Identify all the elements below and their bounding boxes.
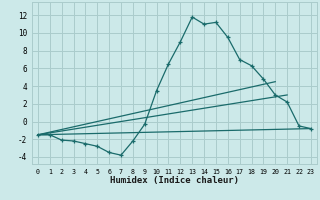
X-axis label: Humidex (Indice chaleur): Humidex (Indice chaleur) [110,176,239,185]
